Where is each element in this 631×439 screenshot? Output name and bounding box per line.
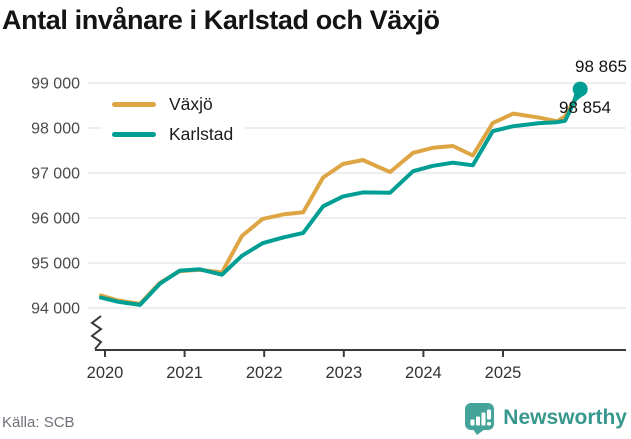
newsworthy-brand-name: Newsworthy bbox=[503, 406, 627, 429]
karlstad-latest-value-label: 98 865 bbox=[575, 57, 627, 76]
newsworthy-brand-link[interactable]: Newsworthy bbox=[464, 401, 627, 435]
vaxjo-line-swatch-icon bbox=[112, 101, 156, 107]
x-axis-tick-label: 2025 bbox=[485, 364, 522, 382]
legend-label-karlstad: Karlstad bbox=[169, 123, 234, 144]
latest-point-marker bbox=[572, 81, 588, 97]
y-axis-break-icon bbox=[90, 315, 103, 350]
y-axis-tick-label: 97 000 bbox=[31, 166, 80, 183]
x-axis-tick-label: 2024 bbox=[405, 364, 442, 382]
x-axis-tick-label: 2020 bbox=[87, 364, 124, 382]
legend-label-vaxjo: Växjö bbox=[169, 93, 213, 114]
newsworthy-logo-icon bbox=[465, 403, 495, 435]
y-axis-tick-label: 94 000 bbox=[31, 301, 80, 318]
legend-item-vaxjo[interactable]: Växjö bbox=[102, 90, 246, 118]
y-axis-tick-label: 96 000 bbox=[31, 211, 80, 228]
chart-legend: Växjö Karlstad bbox=[102, 90, 246, 148]
x-axis-tick-label: 2021 bbox=[166, 364, 203, 382]
legend-item-karlstad[interactable]: Karlstad bbox=[102, 120, 246, 148]
vaxjo-latest-value-label: 98 854 bbox=[559, 98, 611, 117]
x-axis-tick-label: 2022 bbox=[246, 364, 283, 382]
y-axis-tick-label: 99 000 bbox=[31, 76, 80, 93]
source-caption: Källa: SCB bbox=[2, 414, 75, 431]
x-axis-tick-label: 2023 bbox=[325, 364, 362, 382]
karlstad-line-swatch-icon bbox=[112, 131, 156, 137]
y-axis-tick-label: 95 000 bbox=[31, 256, 80, 273]
y-axis-tick-label: 98 000 bbox=[31, 121, 80, 138]
chart-title: Antal invånare i Karlstad och Växjö bbox=[2, 5, 440, 35]
series-line-karlstad bbox=[99, 87, 583, 307]
